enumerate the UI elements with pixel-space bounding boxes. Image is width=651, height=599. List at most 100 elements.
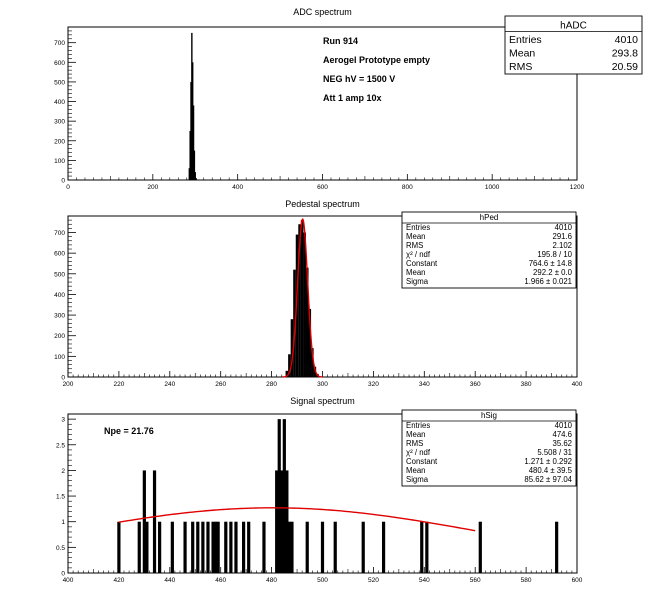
- stats-value: 195.8 / 10: [537, 250, 572, 259]
- histogram-bin: [285, 470, 289, 573]
- histogram-bin: [308, 308, 312, 377]
- histogram-bin: [145, 521, 149, 573]
- chart-title: ADC spectrum: [293, 7, 352, 17]
- histogram-bin: [285, 370, 289, 377]
- fit-curve: [282, 218, 323, 378]
- stats-label: RMS: [406, 241, 423, 250]
- stats-label: Constant: [406, 457, 438, 466]
- x-tick-label: 360: [470, 381, 481, 388]
- histogram-bin: [303, 232, 306, 377]
- x-tick-label: 340: [419, 381, 430, 388]
- stats-label: χ² / ndf: [406, 250, 431, 259]
- fit-curve: [118, 507, 476, 532]
- y-tick-label: 100: [54, 354, 65, 361]
- histogram-bin: [305, 267, 309, 377]
- x-tick-label: 500: [317, 577, 328, 584]
- stats-label: Entries: [509, 34, 542, 46]
- histogram-bin: [189, 130, 191, 180]
- stats-value: 291.6: [552, 232, 572, 241]
- histogram-bin: [201, 521, 205, 573]
- chart-title: Pedestal spectrum: [285, 199, 360, 209]
- chart-panel-1: ADC spectrum 0 200 400 600 800 1000 1200 0 100 200…: [54, 7, 643, 191]
- y-tick-label: 500: [54, 271, 65, 278]
- x-tick-label: 200: [147, 184, 158, 191]
- x-tick-label: 380: [521, 381, 532, 388]
- stats-value: 764.6 ± 14.8: [529, 259, 572, 268]
- histogram-bin: [192, 62, 194, 180]
- y-tick-label: 0: [61, 375, 65, 382]
- x-tick-label: 400: [63, 577, 74, 584]
- histogram-bin: [381, 521, 386, 573]
- x-tick-label: 800: [402, 184, 413, 191]
- x-tick-label: 400: [232, 184, 243, 191]
- histogram-bin: [300, 220, 304, 377]
- stats-label: Sigma: [406, 475, 429, 484]
- stats-label: χ² / ndf: [406, 448, 431, 457]
- y-tick-label: 1: [61, 519, 65, 526]
- stats-box-frame: [401, 409, 577, 487]
- x-tick-label: 400: [572, 381, 583, 388]
- stats-box: hSig Entries 4010 Mean 474.6 RMS 35.62 χ² / ndf…: [401, 409, 577, 487]
- stats-value: 4010: [615, 34, 639, 46]
- x-tick-label: 560: [470, 577, 481, 584]
- stats-label: RMS: [509, 61, 532, 73]
- histogram-bin: [420, 521, 424, 573]
- x-tick-label: 0: [66, 184, 70, 191]
- histogram-bin: [142, 470, 146, 573]
- x-tick-label: 320: [368, 381, 379, 388]
- histogram-bin: [290, 319, 294, 377]
- histogram-bin: [170, 521, 174, 573]
- histogram-bin: [224, 521, 228, 573]
- x-tick-label: 440: [164, 577, 175, 584]
- histogram-bin: [194, 172, 196, 180]
- histogram-bin: [152, 470, 157, 573]
- histogram-bin: [555, 521, 559, 573]
- annotation-text: Att 1 amp 10x: [323, 93, 382, 103]
- histogram-bin: [247, 521, 251, 573]
- x-tick-label: 420: [113, 577, 124, 584]
- y-tick-label: 700: [54, 40, 65, 47]
- histogram-bin: [216, 521, 220, 573]
- histogram-bin: [277, 419, 281, 573]
- x-tick-label: 460: [215, 577, 226, 584]
- y-tick-label: 500: [54, 79, 65, 86]
- y-tick-label: 0: [61, 571, 65, 578]
- y-tick-label: 2: [61, 468, 65, 475]
- histogram-bin: [214, 521, 218, 573]
- histogram-bin: [275, 470, 279, 573]
- histogram-bin: [280, 470, 284, 573]
- histogram-bin: [242, 521, 246, 573]
- y-tick-label: 300: [54, 119, 65, 126]
- stats-label: Constant: [406, 259, 438, 268]
- histogram-bin: [293, 269, 296, 377]
- stats-label: Entries: [406, 223, 430, 232]
- histogram-bin: [191, 32, 193, 181]
- x-tick-label: 520: [368, 577, 379, 584]
- histogram-bin: [298, 224, 301, 377]
- y-tick-label: 300: [54, 313, 65, 320]
- stats-value: 480.4 ± 39.5: [529, 466, 573, 475]
- histogram-bin: [288, 354, 291, 377]
- annotation-text: Npe = 21.76: [104, 426, 154, 436]
- y-tick-label: 700: [54, 230, 65, 237]
- stats-box-frame: [401, 211, 577, 289]
- stats-box-title: hADC: [560, 21, 587, 32]
- y-tick-label: 100: [54, 158, 65, 165]
- histogram-bin: [195, 178, 197, 180]
- histogram-bin: [183, 521, 187, 573]
- x-tick-label: 580: [521, 577, 532, 584]
- chart-panel-3: Signal spectrum 400 420 440 460 480 500 520 540 5…: [56, 396, 583, 584]
- stats-box-title: hPed: [480, 213, 499, 222]
- histogram-bin: [117, 521, 121, 573]
- y-tick-label: 0: [61, 178, 65, 185]
- histogram-bin: [311, 348, 314, 377]
- stats-label: Mean: [406, 232, 426, 241]
- histogram-bin: [234, 521, 238, 573]
- x-tick-label: 540: [419, 577, 430, 584]
- stats-value: 20.59: [612, 61, 638, 73]
- x-tick-label: 1000: [485, 184, 500, 191]
- stats-value: 1.966 ± 0.021: [524, 277, 572, 286]
- stats-value: 293.8: [612, 48, 638, 60]
- stats-value: 1.271 ± 0.292: [524, 457, 572, 466]
